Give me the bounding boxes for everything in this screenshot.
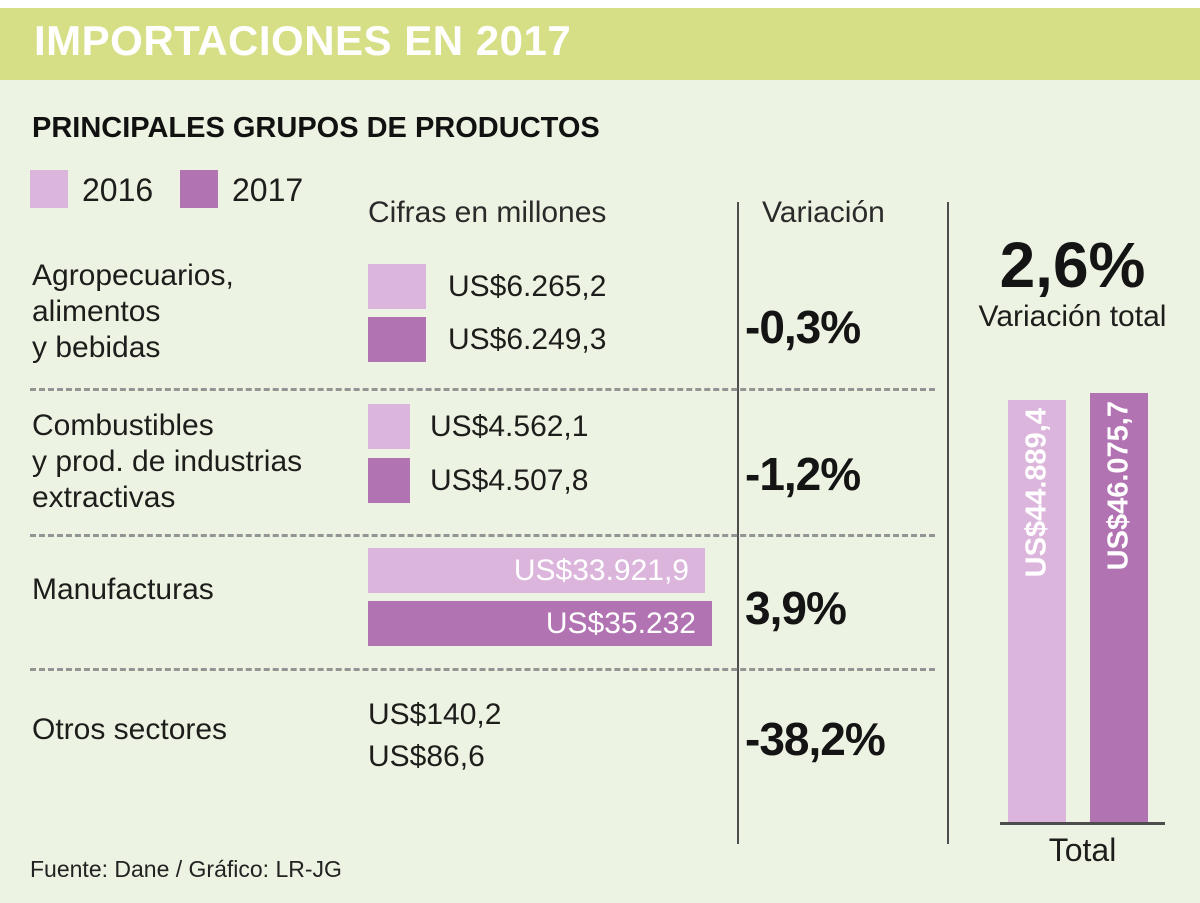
column-header-variation: Variación [762,196,885,229]
value-2017-combustibles: US$4.507,8 [430,464,589,497]
row-separator [30,534,935,537]
total-bar-2017: US$46.075,7 [1090,393,1148,822]
legend-swatch-2016 [30,170,68,208]
row-separator [30,388,935,391]
row-label-combustibles: Combustibles y prod. de industrias extra… [32,409,303,514]
row-label-agropecuarios: Agropecuarios, alimentos y bebidas [32,259,234,364]
total-bar-2016-label: US$44.889,4 [1020,408,1053,578]
total-variation-value: 2,6% [999,229,1146,301]
value-2016-otros-sectores: US$140,2 [368,698,502,731]
total-variation-label: Variación total [978,300,1167,333]
section-subtitle: PRINCIPALES GRUPOS DE PRODUCTOS [32,112,600,144]
variation-manufacturas: 3,9% [745,582,847,634]
source-credit: Fuente: Dane / Gráfico: LR-JG [30,856,342,882]
value-2017-agropecuarios: US$6.249,3 [448,323,607,356]
top-margin-strip [0,0,1200,8]
row-label-manufacturas: Manufacturas [32,573,214,606]
total-axis-line [1000,822,1165,825]
header-band: IMPORTACIONES EN 2017 [0,8,1200,80]
value-2017-otros-sectores: US$86,6 [368,740,485,773]
value-2016-agropecuarios: US$6.265,2 [448,270,607,303]
row-separator [30,668,935,671]
legend-swatch-2017 [180,170,218,208]
legend-label-2016: 2016 [82,172,154,208]
row-label-otros-sectores: Otros sectores [32,713,228,746]
bar-2017-manufacturas: US$35.232 [368,601,712,646]
variation-otros-sectores: -38,2% [745,713,886,765]
bar-2017-agropecuarios [368,317,426,362]
bar-2016-agropecuarios [368,264,426,309]
variation-combustibles: -1,2% [745,448,861,500]
column-header-values: Cifras en millones [368,196,607,229]
value-2016-combustibles: US$4.562,1 [430,410,589,443]
page-title: IMPORTACIONES EN 2017 [34,17,572,64]
total-bar-2017-label: US$46.075,7 [1102,401,1135,571]
total-bar-2016: US$44.889,4 [1008,400,1066,822]
bar-2016-combustibles [368,404,410,449]
divider-line-right [947,202,949,844]
bar-2016-manufacturas: US$33.921,9 [368,548,705,593]
bar-2017-combustibles [368,458,410,503]
total-axis-label: Total [1048,832,1117,868]
variation-agropecuarios: -0,3% [745,301,861,353]
legend-label-2017: 2017 [232,172,304,208]
divider-line-left [737,202,739,844]
